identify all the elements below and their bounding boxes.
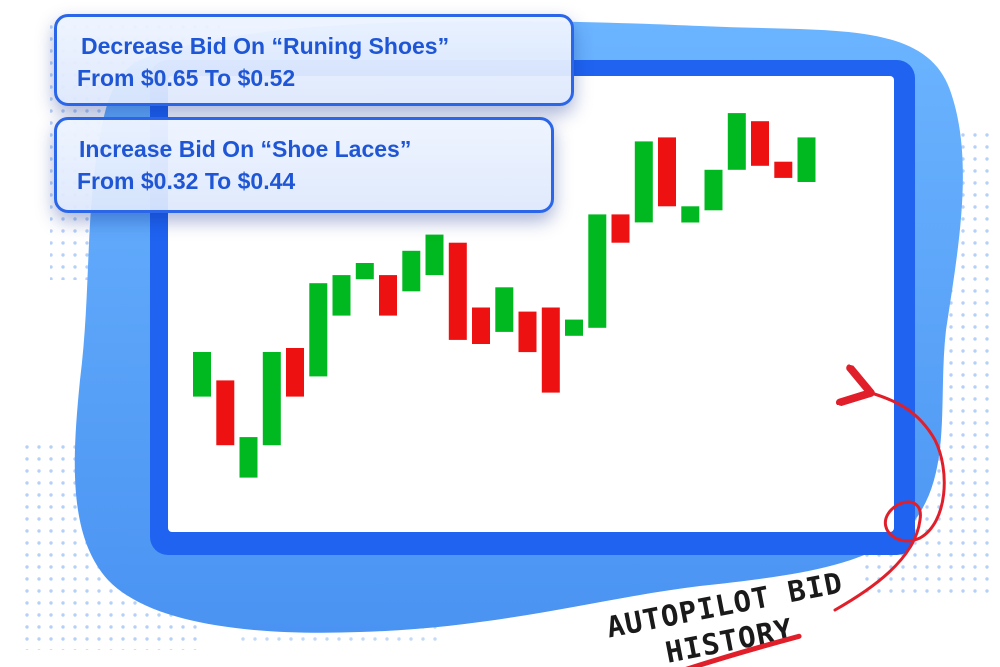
candle-up xyxy=(495,287,514,332)
candle-up xyxy=(239,437,258,478)
candle-up xyxy=(193,352,211,397)
notification-title: Increase Bid On “Shoe Laces” xyxy=(79,136,412,162)
candle-up xyxy=(262,352,281,446)
candle-down xyxy=(541,307,560,393)
candle-down xyxy=(658,137,676,207)
candle-down xyxy=(216,380,235,446)
candle-up xyxy=(704,169,723,211)
bid-notification-decrease: Decrease Bid On “Runing Shoes” From $0.6… xyxy=(54,14,574,106)
notification-detail: From $0.32 To $0.44 xyxy=(77,168,296,194)
annotation-underline xyxy=(667,633,802,667)
candle-up xyxy=(681,206,700,223)
candle-down xyxy=(518,311,537,353)
candle-down xyxy=(448,242,467,340)
candle-up xyxy=(355,263,374,280)
candle-up xyxy=(797,137,816,182)
candle-up xyxy=(425,234,444,276)
candle-up xyxy=(588,214,607,328)
candle-up xyxy=(634,141,653,223)
candle-down xyxy=(774,161,793,178)
bid-notification-increase: Increase Bid On “Shoe Laces” From $0.32 … xyxy=(54,117,554,213)
candle-down xyxy=(286,348,304,397)
candle-up xyxy=(309,283,328,377)
candle-down xyxy=(611,214,630,243)
candlestick-plot xyxy=(193,113,816,478)
notification-detail: From $0.65 To $0.52 xyxy=(77,65,296,91)
annotation-arrow xyxy=(833,392,946,612)
candle-up xyxy=(565,319,583,336)
candle-up xyxy=(402,250,421,292)
candle-up xyxy=(727,113,746,170)
notification-title: Decrease Bid On “Runing Shoes” xyxy=(81,33,450,59)
candle-down xyxy=(379,275,397,316)
candle-down xyxy=(751,121,769,166)
candle-down xyxy=(472,307,490,344)
candle-up xyxy=(332,275,351,316)
